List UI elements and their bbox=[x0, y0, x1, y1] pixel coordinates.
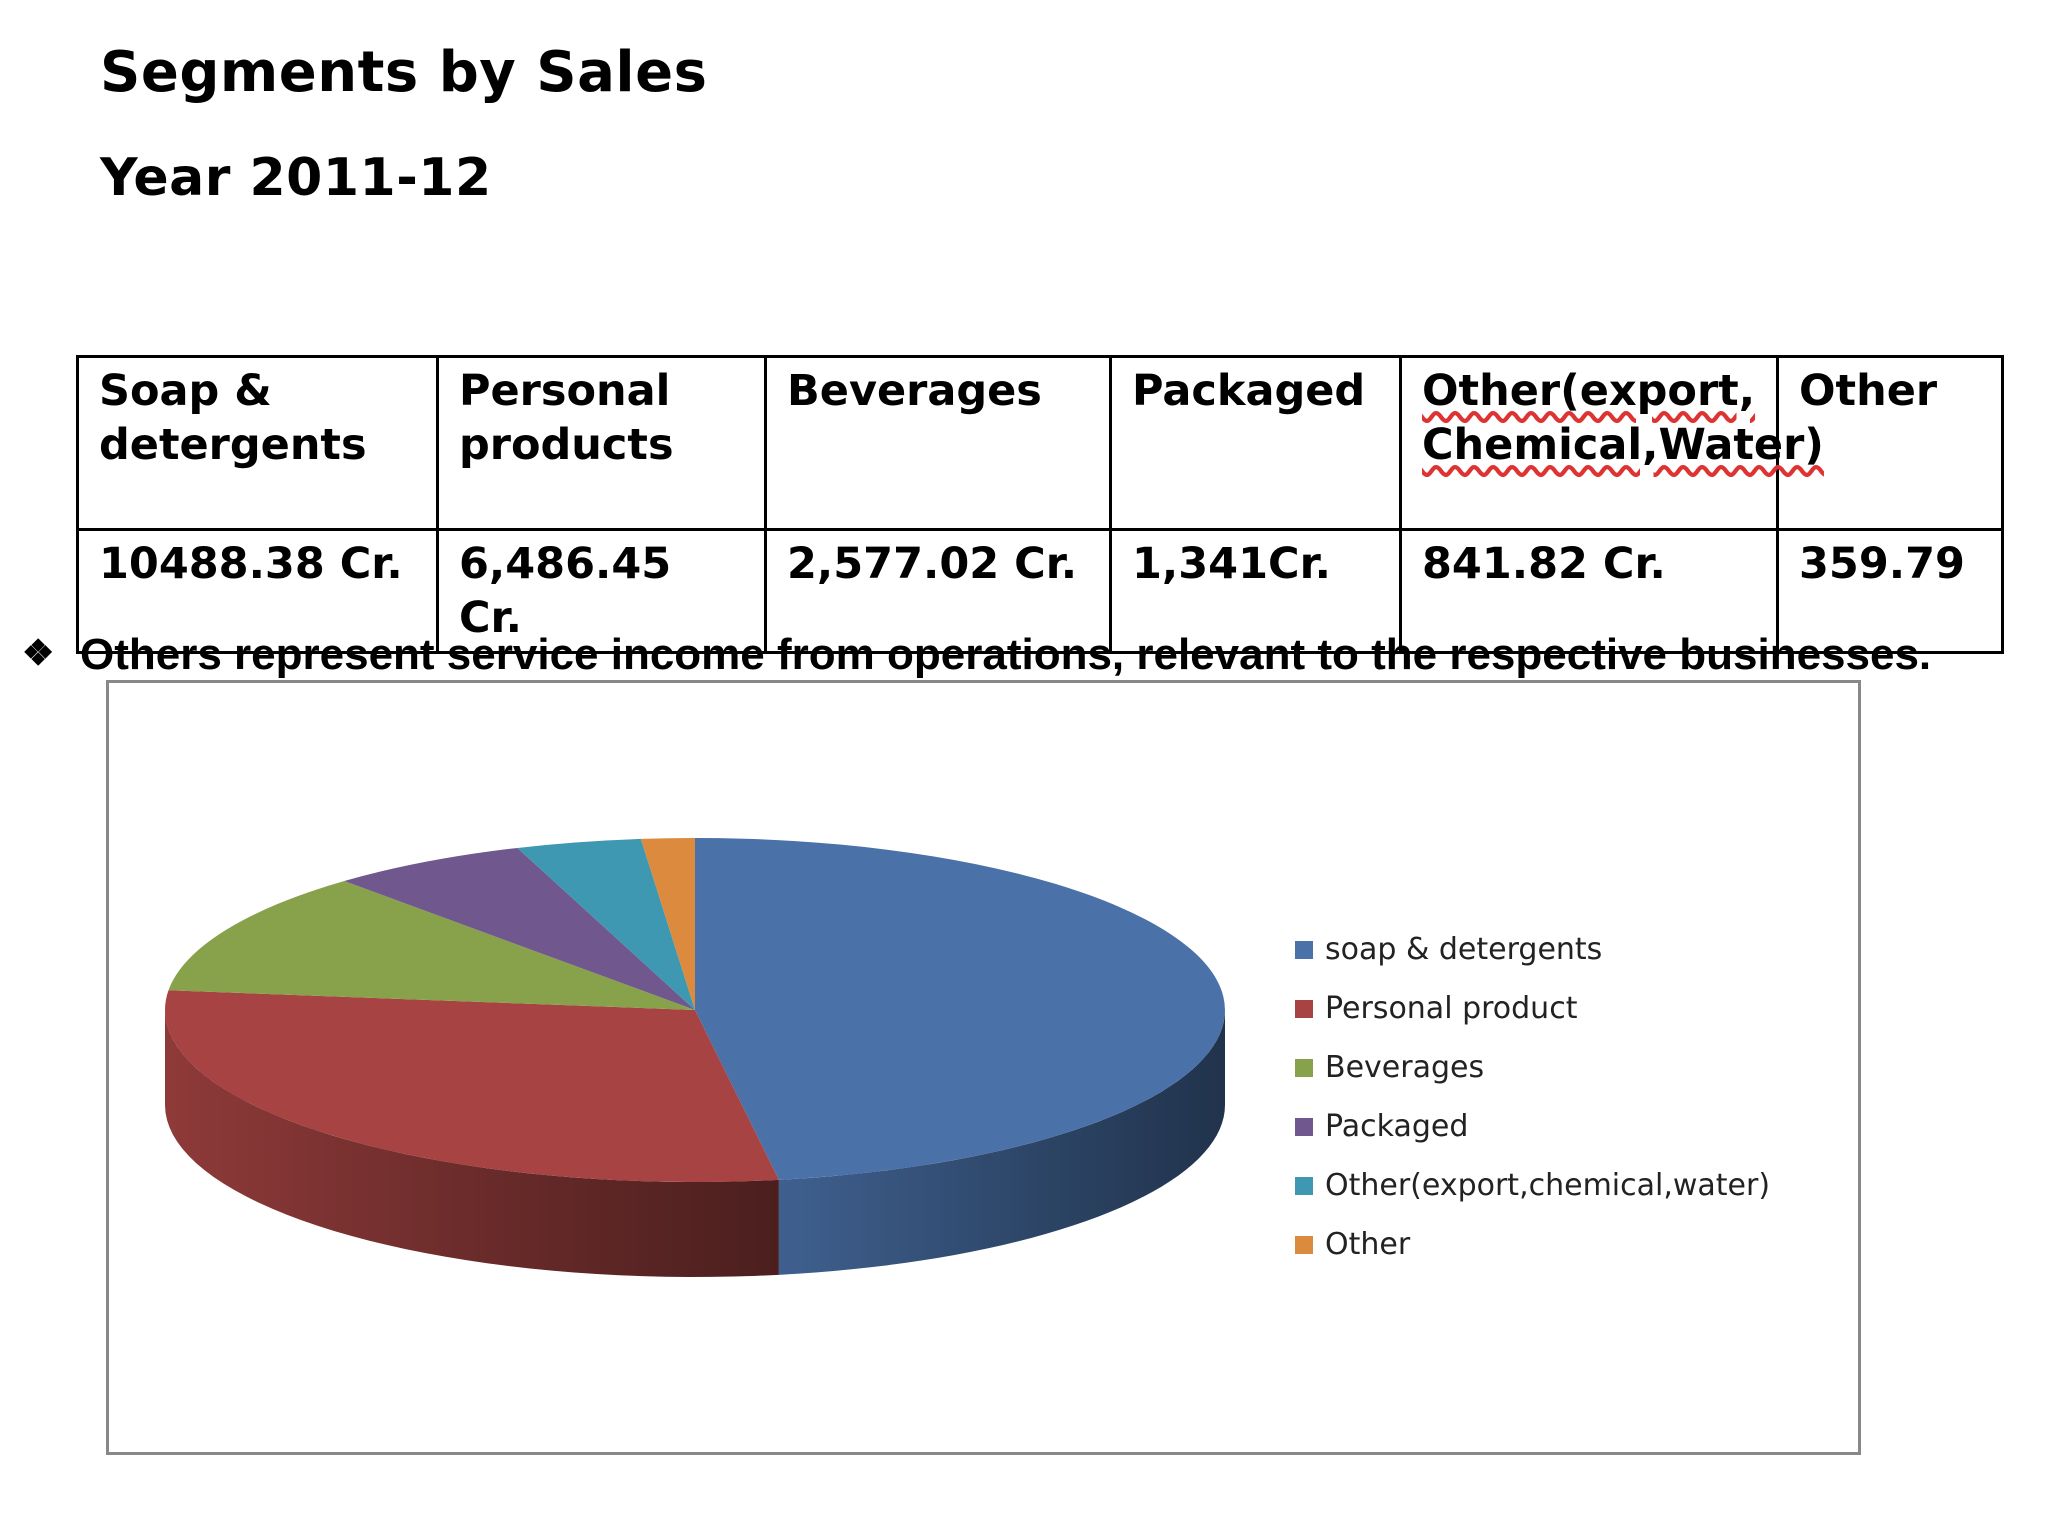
value-personal-products: 6,486.45 Cr. bbox=[436, 528, 767, 654]
segments-table: Soap & detergents Personal products Beve… bbox=[76, 355, 2004, 654]
legend-item: soap & detergents bbox=[1295, 920, 1770, 979]
pie-slice-4 bbox=[517, 838, 695, 1010]
legend-swatch bbox=[1295, 999, 1313, 1018]
header-packaged: Packaged bbox=[1109, 355, 1402, 531]
table-row: 10488.38 Cr. 6,486.45 Cr. 2,577.02 Cr. 1… bbox=[76, 528, 2004, 654]
footnote-text: Others represent service income from ope… bbox=[80, 630, 1932, 679]
legend-label: Other bbox=[1325, 1227, 1411, 1262]
header-other-export: Other(export, Chemical,Water) bbox=[1399, 355, 1824, 531]
pie-slice-1 bbox=[164, 990, 779, 1182]
footnote: ❖ Others represent service income from op… bbox=[22, 630, 1931, 680]
legend-item: Packaged bbox=[1295, 1097, 1770, 1156]
header-beverages: Beverages bbox=[764, 355, 1112, 531]
header-personal-products: Personal products bbox=[436, 355, 767, 531]
legend-label: Beverages bbox=[1325, 1050, 1485, 1085]
value-other: 359.79 bbox=[1776, 528, 2004, 654]
legend-label: Packaged bbox=[1325, 1109, 1469, 1144]
value-soap-detergents: 10488.38 Cr. bbox=[76, 528, 439, 654]
pie-slice-3 bbox=[344, 847, 695, 1010]
legend-swatch bbox=[1295, 1058, 1313, 1077]
page-title: Segments by Sales bbox=[100, 40, 708, 105]
pie-slice-0 bbox=[695, 838, 1225, 1180]
pie-side-0 bbox=[778, 1010, 1225, 1275]
chart-legend: soap & detergents Personal product Beverag… bbox=[1295, 920, 1770, 1274]
legend-swatch bbox=[1295, 1235, 1313, 1254]
legend-label: soap & detergents bbox=[1325, 932, 1603, 967]
legend-swatch bbox=[1295, 1176, 1313, 1195]
value-beverages: 2,577.02 Cr. bbox=[764, 528, 1112, 654]
pie-slice-2 bbox=[168, 881, 696, 1010]
legend-label: Other(export,chemical,water) bbox=[1325, 1168, 1771, 1203]
value-other-export: 841.82 Cr. bbox=[1399, 528, 1779, 654]
chart-frame bbox=[106, 680, 1861, 1455]
header-soap-detergents: Soap & detergents bbox=[76, 355, 439, 531]
table-header-row: Soap & detergents Personal products Beve… bbox=[76, 355, 2004, 531]
header-other: Other bbox=[1776, 355, 2004, 531]
legend-swatch bbox=[1295, 940, 1313, 959]
pie-slice-5 bbox=[640, 838, 695, 1010]
value-packaged: 1,341Cr. bbox=[1109, 528, 1402, 654]
page-subtitle: Year 2011-12 bbox=[100, 148, 492, 208]
diamond-bullet-icon: ❖ bbox=[22, 632, 55, 673]
legend-item: Other bbox=[1295, 1215, 1770, 1274]
legend-swatch bbox=[1295, 1117, 1313, 1136]
legend-label: Personal product bbox=[1325, 991, 1578, 1026]
pie-side-1 bbox=[165, 1010, 779, 1277]
legend-item: Other(export,chemical,water) bbox=[1295, 1156, 1770, 1215]
legend-item: Personal product bbox=[1295, 979, 1770, 1038]
legend-item: Beverages bbox=[1295, 1038, 1770, 1097]
